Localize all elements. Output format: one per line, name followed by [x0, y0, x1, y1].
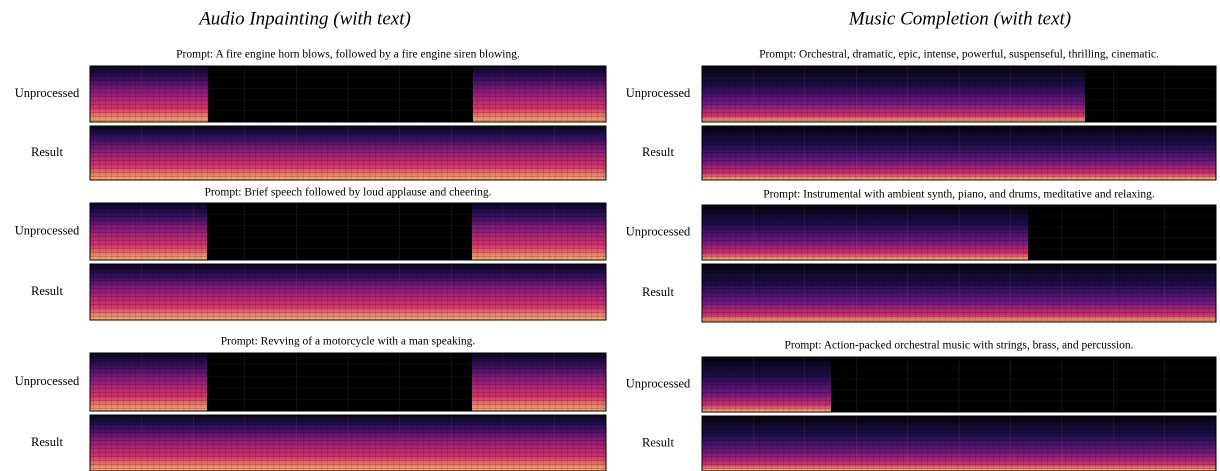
- masked-region: [208, 66, 473, 122]
- panel-title: Audio Inpainting (with text): [197, 8, 411, 29]
- row-label: Result: [31, 435, 63, 449]
- masked-region: [1085, 66, 1216, 122]
- row-label: Unprocessed: [15, 223, 80, 237]
- row-label: Result: [31, 145, 63, 159]
- masked-region: [831, 357, 1216, 412]
- row-label: Unprocessed: [626, 86, 691, 100]
- masked-region: [1028, 205, 1216, 260]
- row-label: Result: [642, 435, 674, 449]
- row-label: Unprocessed: [15, 374, 80, 388]
- row-label: Result: [642, 145, 674, 159]
- prompt: Prompt: A fire engine horn blows, follow…: [176, 49, 520, 61]
- prompt: Prompt: Instrumental with ambient synth,…: [763, 189, 1155, 201]
- row-label: Unprocessed: [626, 376, 691, 390]
- row-label: Result: [642, 285, 674, 299]
- panel-title: Music Completion (with text): [848, 8, 1071, 29]
- row-label: Unprocessed: [15, 86, 80, 100]
- prompt: Prompt: Revving of a motorcycle with a m…: [221, 336, 476, 348]
- prompt: Prompt: Orchestral, dramatic, epic, inte…: [759, 49, 1159, 61]
- masked-region: [207, 203, 472, 260]
- prompt: Prompt: Action-packed orchestral music w…: [784, 340, 1133, 352]
- row-label: Unprocessed: [626, 224, 691, 238]
- prompt: Prompt: Brief speech followed by loud ap…: [204, 187, 491, 199]
- row-label: Result: [31, 284, 63, 298]
- figure: Audio Inpainting (with text) Prompt: A fi…: [0, 0, 1220, 471]
- masked-region: [207, 353, 472, 411]
